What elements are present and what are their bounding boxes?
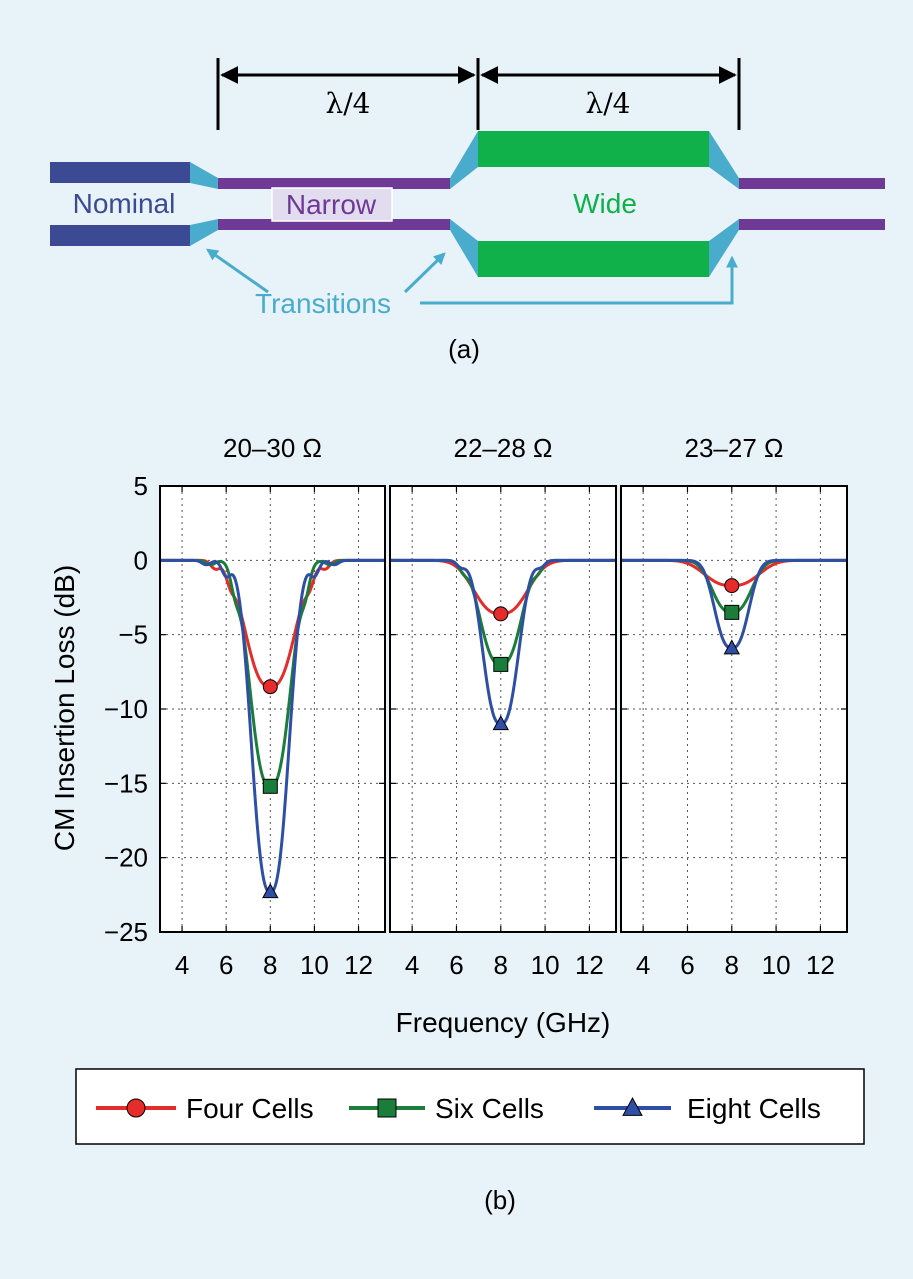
y-tick-label: −15 bbox=[104, 768, 148, 798]
legend-label: Four Cells bbox=[186, 1093, 314, 1124]
data-point-six-cells bbox=[493, 656, 509, 672]
legend-swatch-marker bbox=[126, 1098, 146, 1118]
narrow-line-bottom-right bbox=[739, 219, 885, 230]
data-point-six-cells bbox=[724, 604, 740, 620]
data-point-four-cells bbox=[493, 606, 509, 622]
wide-line-bottom bbox=[478, 241, 709, 277]
x-tick-label: 6 bbox=[449, 950, 463, 980]
x-tick-label: 4 bbox=[175, 950, 189, 980]
transition-shape bbox=[450, 131, 478, 189]
data-point-eight-cells bbox=[262, 883, 279, 899]
panel-frame bbox=[159, 485, 386, 933]
dim-label-left: λ/4 bbox=[326, 87, 371, 120]
legend-label: Six Cells bbox=[435, 1093, 544, 1124]
x-tick-label: 8 bbox=[494, 950, 508, 980]
x-tick-label: 12 bbox=[344, 950, 373, 980]
x-tick-label: 10 bbox=[300, 950, 329, 980]
narrow-line-top bbox=[218, 178, 450, 189]
label-nominal: Nominal bbox=[73, 188, 176, 219]
x-tick-label: 8 bbox=[263, 950, 277, 980]
x-tick-label: 10 bbox=[531, 950, 560, 980]
transition-shape bbox=[190, 219, 218, 246]
caption-b: (b) bbox=[484, 1185, 516, 1215]
x-tick-label: 4 bbox=[636, 950, 650, 980]
chart-panel-1: 4 6 8 10 12 20–30 Ω bbox=[159, 433, 386, 980]
panel-frame bbox=[389, 485, 617, 933]
caption-a: (a) bbox=[448, 334, 480, 364]
x-axis-label: Frequency (GHz) bbox=[396, 1007, 611, 1038]
x-tick-label: 6 bbox=[219, 950, 233, 980]
legend-item-six-cells: Six Cells bbox=[349, 1093, 544, 1124]
chart-panel-3: 4 6 8 10 12 23–27 Ω bbox=[620, 433, 848, 980]
narrow-line-top-right bbox=[739, 178, 885, 189]
legend-item-four-cells: Four Cells bbox=[96, 1093, 314, 1124]
transition-shape bbox=[709, 131, 739, 189]
label-transitions: Transitions bbox=[255, 288, 391, 319]
nominal-line-top bbox=[50, 162, 190, 183]
x-tick-label: 12 bbox=[575, 950, 604, 980]
legend-swatch-marker bbox=[622, 1097, 643, 1116]
y-tick-label: 0 bbox=[134, 545, 148, 575]
y-tick-label: 5 bbox=[134, 471, 148, 501]
panel-title: 22–28 Ω bbox=[454, 433, 553, 463]
legend: Four Cells Six Cells Eight Cells bbox=[75, 1068, 865, 1145]
data-point-eight-cells bbox=[723, 639, 740, 655]
nominal-line-bottom bbox=[50, 225, 190, 246]
panel-title: 20–30 Ω bbox=[223, 433, 322, 463]
legend-swatch-marker bbox=[377, 1098, 397, 1118]
y-tick-label: −25 bbox=[104, 917, 148, 947]
dimension-markers bbox=[216, 58, 741, 130]
y-axis-label: CM Insertion Loss (dB) bbox=[49, 565, 80, 851]
narrow-line-bottom bbox=[218, 219, 450, 230]
plot-area bbox=[160, 486, 385, 932]
transitions-arrows bbox=[206, 248, 738, 305]
x-tick-label: 8 bbox=[725, 950, 739, 980]
x-tick-label: 6 bbox=[680, 950, 694, 980]
transition-shape bbox=[709, 219, 739, 277]
legend-label: Eight Cells bbox=[687, 1093, 821, 1124]
chart-panel-2: 4 6 8 10 12 22–28 Ω bbox=[389, 433, 617, 980]
transition-shape bbox=[190, 162, 218, 189]
data-point-four-cells bbox=[724, 578, 740, 594]
dim-label-right: λ/4 bbox=[586, 87, 631, 120]
y-tick-label: −20 bbox=[104, 843, 148, 873]
y-axis: 5 0 −5 −10 −15 −20 −25 bbox=[104, 471, 148, 947]
panel-title: 23–27 Ω bbox=[685, 433, 784, 463]
label-narrow: Narrow bbox=[286, 189, 377, 220]
label-narrow-bg bbox=[271, 187, 393, 222]
panel-frame bbox=[620, 485, 848, 933]
label-wide: Wide bbox=[573, 188, 637, 219]
diagram-transmission-line: λ/4 λ/4 Nominal Narrow Wide bbox=[50, 58, 885, 364]
x-tick-label: 10 bbox=[762, 950, 791, 980]
wide-line-top bbox=[478, 131, 709, 167]
legend-item-eight-cells: Eight Cells bbox=[594, 1093, 821, 1124]
y-tick-label: −5 bbox=[118, 620, 148, 650]
legend-box bbox=[75, 1068, 865, 1145]
x-tick-label: 12 bbox=[806, 950, 835, 980]
transition-shape bbox=[450, 219, 478, 277]
data-point-six-cells bbox=[262, 778, 278, 794]
data-point-four-cells bbox=[262, 679, 278, 695]
y-tick-label: −10 bbox=[104, 694, 148, 724]
x-tick-label: 4 bbox=[405, 950, 419, 980]
data-point-eight-cells bbox=[492, 715, 509, 731]
